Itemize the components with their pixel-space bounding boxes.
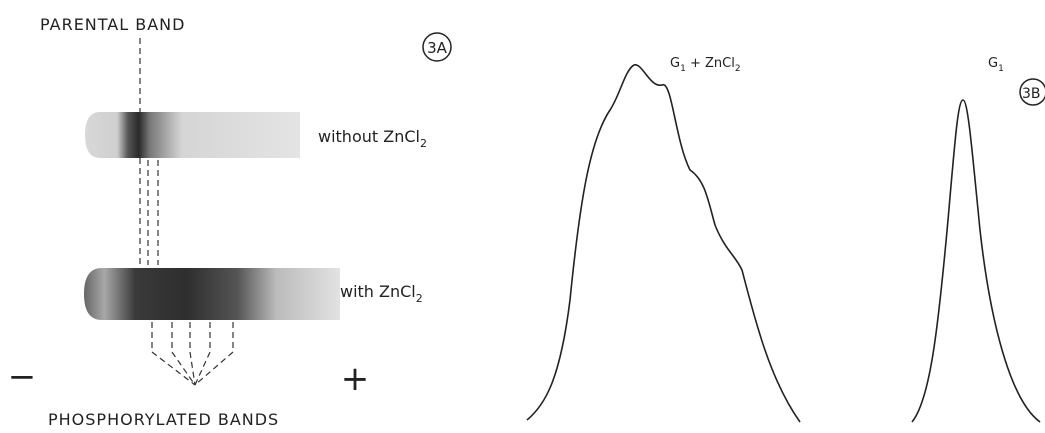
text-part: 2	[735, 64, 741, 74]
lane-label: with ZnCl2	[340, 282, 423, 305]
panel-label: 3A	[427, 39, 448, 57]
gel-lane	[84, 268, 340, 320]
lane-label: without ZnCl2	[318, 127, 427, 150]
minus-sign: −	[8, 357, 37, 397]
text-part: 1	[680, 64, 686, 74]
text-part: + ZnCl	[686, 56, 735, 71]
trace-label: G1	[988, 56, 1004, 74]
phosphorylated-label: PHOSPHORYLATED BANDS	[48, 410, 279, 429]
gel-lane	[85, 112, 300, 158]
parental-band-label: PARENTAL BAND	[40, 15, 185, 34]
panel-circle	[422, 32, 452, 62]
panel-circle	[1019, 78, 1045, 106]
text-part: 2	[416, 292, 423, 305]
text-part: G	[670, 56, 680, 71]
text-part: G	[988, 56, 998, 71]
plus-sign: +	[341, 359, 370, 399]
text-part: with ZnCl	[340, 282, 416, 301]
trace-label: G1 + ZnCl2	[670, 56, 741, 74]
text-part: without ZnCl	[318, 127, 420, 146]
densitometry-trace	[526, 64, 801, 423]
text-part: 2	[420, 137, 427, 150]
band-fan	[151, 322, 234, 386]
panel-label: 3B	[1022, 86, 1041, 102]
densitometry-trace	[911, 99, 1041, 423]
text-part: 1	[998, 64, 1004, 74]
